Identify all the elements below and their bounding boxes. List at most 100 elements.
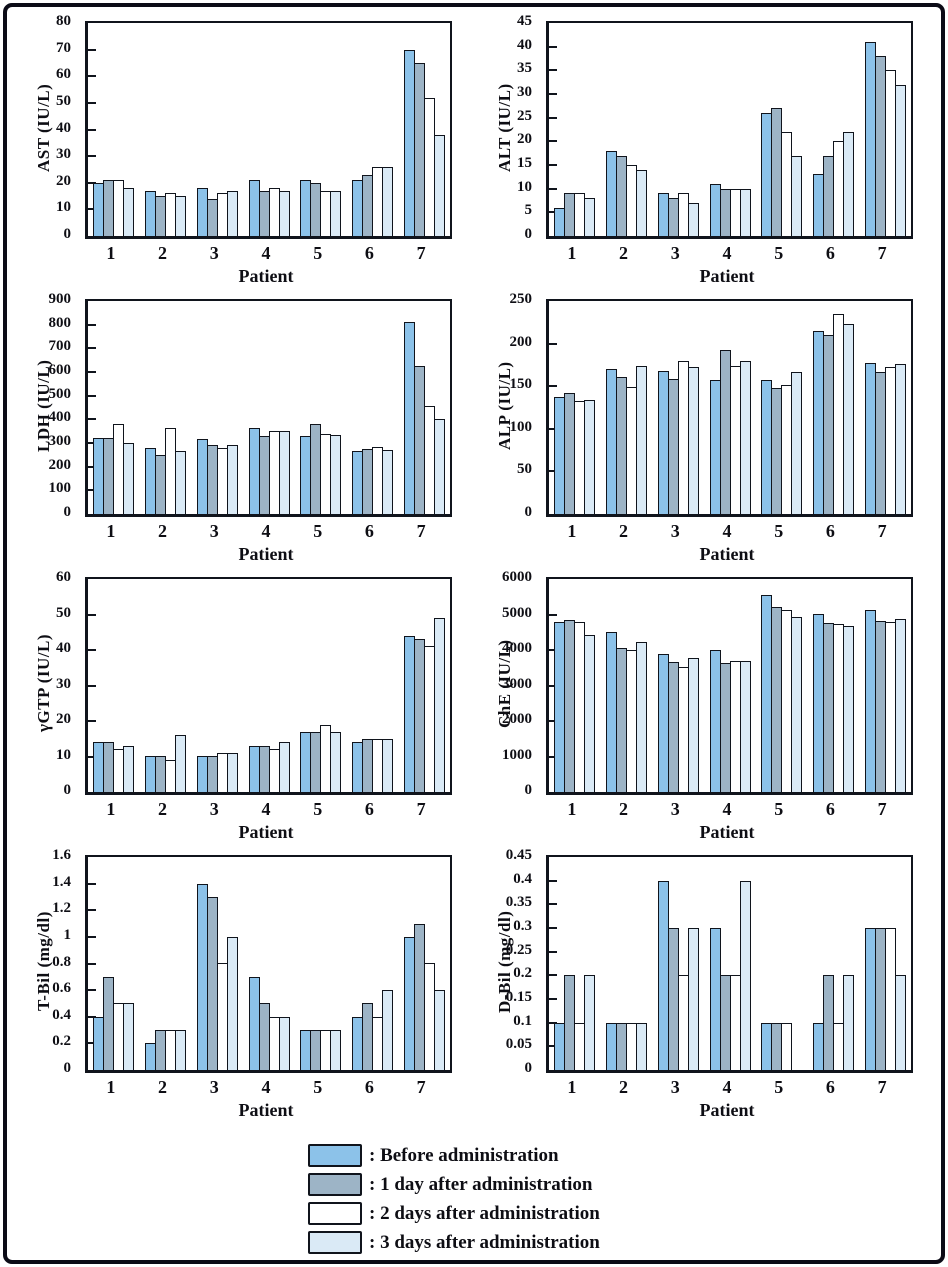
bar bbox=[279, 431, 290, 514]
y-tick-label: 1 bbox=[63, 926, 72, 943]
y-tick-mark bbox=[88, 418, 96, 421]
chart-che: ChE (IU/L) 0 1000 2000 3000 4000 5000 6000 1 2 3 4 5… bbox=[474, 565, 935, 843]
y-tick-mark bbox=[88, 128, 96, 131]
chart-gamma-gtp: γGTP (IU/L) 0 10 20 30 40 50 60 1 2 3 4 5 6 7 Patient bbox=[13, 565, 474, 843]
x-tick-label: 1 bbox=[106, 1077, 116, 1097]
x-tick-label: 1 bbox=[106, 243, 116, 263]
y-tick-mark bbox=[549, 470, 557, 473]
bar bbox=[434, 990, 445, 1070]
bar bbox=[895, 619, 906, 792]
y-tick-label: 15 bbox=[517, 155, 532, 171]
bar bbox=[123, 1003, 134, 1070]
y-tick-mark bbox=[549, 187, 557, 190]
y-tick-mark bbox=[549, 116, 557, 119]
legend-swatch bbox=[308, 1173, 362, 1196]
y-tick-label: 30 bbox=[517, 84, 532, 100]
x-tick-label: 3 bbox=[670, 243, 680, 263]
bar bbox=[227, 191, 238, 236]
x-tick-label: 6 bbox=[825, 521, 835, 541]
bar bbox=[227, 445, 238, 514]
y-tick-mark bbox=[549, 755, 557, 758]
y-tick-label: 100 bbox=[48, 480, 72, 497]
legend-item: : Before administration bbox=[308, 1141, 600, 1170]
x-tick-label: 5 bbox=[313, 1077, 323, 1097]
plot-area bbox=[85, 21, 452, 239]
plot-area bbox=[85, 577, 452, 795]
y-tick-label: 200 bbox=[48, 456, 72, 473]
y-tick-mark bbox=[88, 181, 96, 184]
y-tick-mark bbox=[88, 347, 96, 350]
x-tick-label: 2 bbox=[619, 243, 629, 263]
bar bbox=[382, 167, 393, 236]
y-tick-label: 35 bbox=[517, 60, 532, 77]
bar bbox=[584, 400, 595, 514]
y-tick-label: 6000 bbox=[502, 569, 532, 585]
x-tick-label: 6 bbox=[364, 243, 374, 263]
y-axis-label: ALP (IU/L) bbox=[495, 361, 514, 450]
y-tick-label: 300 bbox=[48, 433, 72, 449]
y-tick-label: 0.1 bbox=[513, 1012, 532, 1029]
y-tick-label: 0.45 bbox=[505, 847, 532, 863]
bar bbox=[330, 1030, 341, 1070]
x-tick-label: 1 bbox=[567, 799, 577, 819]
bar bbox=[382, 450, 393, 514]
bar bbox=[740, 661, 751, 792]
bar bbox=[791, 617, 802, 792]
x-axis-label: Patient bbox=[699, 544, 755, 564]
y-tick-label: 400 bbox=[48, 409, 72, 426]
x-tick-label: 1 bbox=[106, 521, 116, 541]
x-tick-label: 6 bbox=[825, 799, 835, 819]
x-tick-label: 2 bbox=[158, 521, 168, 541]
x-tick-label: 2 bbox=[158, 1077, 168, 1097]
x-axis-label: Patient bbox=[699, 266, 755, 286]
chart-alp: ALP (IU/L) 0 50 100 150 200 250 1 2 3 4 5 6 7 Patient bbox=[474, 287, 935, 565]
plot-area bbox=[546, 299, 913, 517]
bar bbox=[434, 419, 445, 514]
x-tick-label: 4 bbox=[261, 243, 271, 263]
y-tick-mark bbox=[549, 720, 557, 722]
y-tick-label: 5 bbox=[524, 202, 533, 219]
y-tick-label: 800 bbox=[48, 314, 72, 331]
x-tick-label: 3 bbox=[670, 521, 680, 541]
y-tick-mark bbox=[88, 465, 96, 468]
bar bbox=[227, 937, 238, 1070]
x-tick-label: 4 bbox=[261, 521, 271, 541]
bar bbox=[584, 635, 595, 792]
y-tick-label: 20 bbox=[56, 711, 71, 727]
legend-label: : 1 day after administration bbox=[369, 1173, 593, 1195]
plot-area bbox=[85, 855, 452, 1073]
y-tick-mark bbox=[88, 909, 96, 912]
y-tick-label: 20 bbox=[56, 172, 71, 189]
bar bbox=[584, 198, 595, 236]
bar bbox=[740, 361, 751, 514]
bar bbox=[791, 372, 802, 514]
bar bbox=[636, 642, 647, 792]
bar bbox=[175, 1030, 186, 1070]
plot-area bbox=[85, 299, 452, 517]
legend-label: : Before administration bbox=[369, 1144, 559, 1166]
y-tick-mark bbox=[549, 613, 557, 616]
y-tick-label: 45 bbox=[517, 13, 532, 29]
y-tick-label: 0 bbox=[524, 504, 533, 520]
bar bbox=[123, 188, 134, 236]
bar bbox=[740, 189, 751, 236]
x-tick-label: 6 bbox=[825, 1077, 835, 1097]
y-tick-label: 0.4 bbox=[52, 1006, 71, 1023]
x-tick-label: 7 bbox=[877, 799, 887, 819]
legend-label: : 3 days after administration bbox=[369, 1231, 600, 1253]
bar bbox=[330, 732, 341, 792]
y-tick-label: 60 bbox=[56, 66, 71, 83]
bar bbox=[584, 975, 595, 1070]
x-tick-label: 1 bbox=[567, 243, 577, 263]
bar bbox=[330, 191, 341, 236]
x-axis-label: Patient bbox=[238, 544, 294, 564]
y-tick-mark bbox=[88, 720, 96, 722]
x-tick-label: 5 bbox=[774, 799, 784, 819]
y-tick-mark bbox=[88, 489, 96, 492]
bar bbox=[227, 753, 238, 792]
y-tick-label: 0 bbox=[63, 782, 72, 798]
x-tick-label: 4 bbox=[722, 521, 732, 541]
y-tick-label: 2000 bbox=[502, 711, 532, 727]
legend-item: : 1 day after administration bbox=[308, 1170, 600, 1199]
y-tick-mark bbox=[549, 649, 557, 651]
